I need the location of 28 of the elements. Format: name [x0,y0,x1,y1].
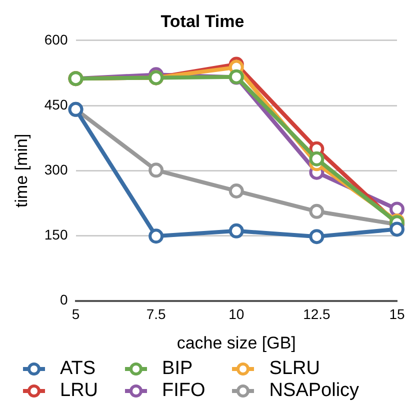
x-tick-label: 7.5 [146,306,166,322]
x-tick-label: 10 [228,306,244,322]
y-tick-label: 0 [60,292,68,308]
legend-label: LRU [60,380,98,402]
point [228,223,244,238]
y-tick-label: 450 [44,96,68,112]
x-tick-label: 5 [72,306,80,322]
x-axis-title: cache size [GB] [176,333,296,352]
legend-label: SLRU [269,358,320,380]
y-axis-title: time [min] [12,134,31,208]
point [390,222,404,237]
point [390,202,404,217]
x-tick-label: 15 [389,306,405,322]
legend-label: NSAPolicy [269,380,360,402]
legend-label: ATS [60,358,96,380]
y-tick-label: 600 [44,31,68,48]
point [309,229,324,244]
chart-title: Total Time [160,12,244,31]
point [309,204,324,219]
legend-label: FIFO [162,380,206,402]
legend-label: BIP [162,358,193,380]
point [148,228,164,244]
x-tick-label: 12.5 [303,306,331,322]
y-tick-label: 150 [44,226,68,243]
y-tick-label: 300 [44,161,68,178]
point [148,162,164,178]
point [228,184,244,198]
point [309,151,324,166]
